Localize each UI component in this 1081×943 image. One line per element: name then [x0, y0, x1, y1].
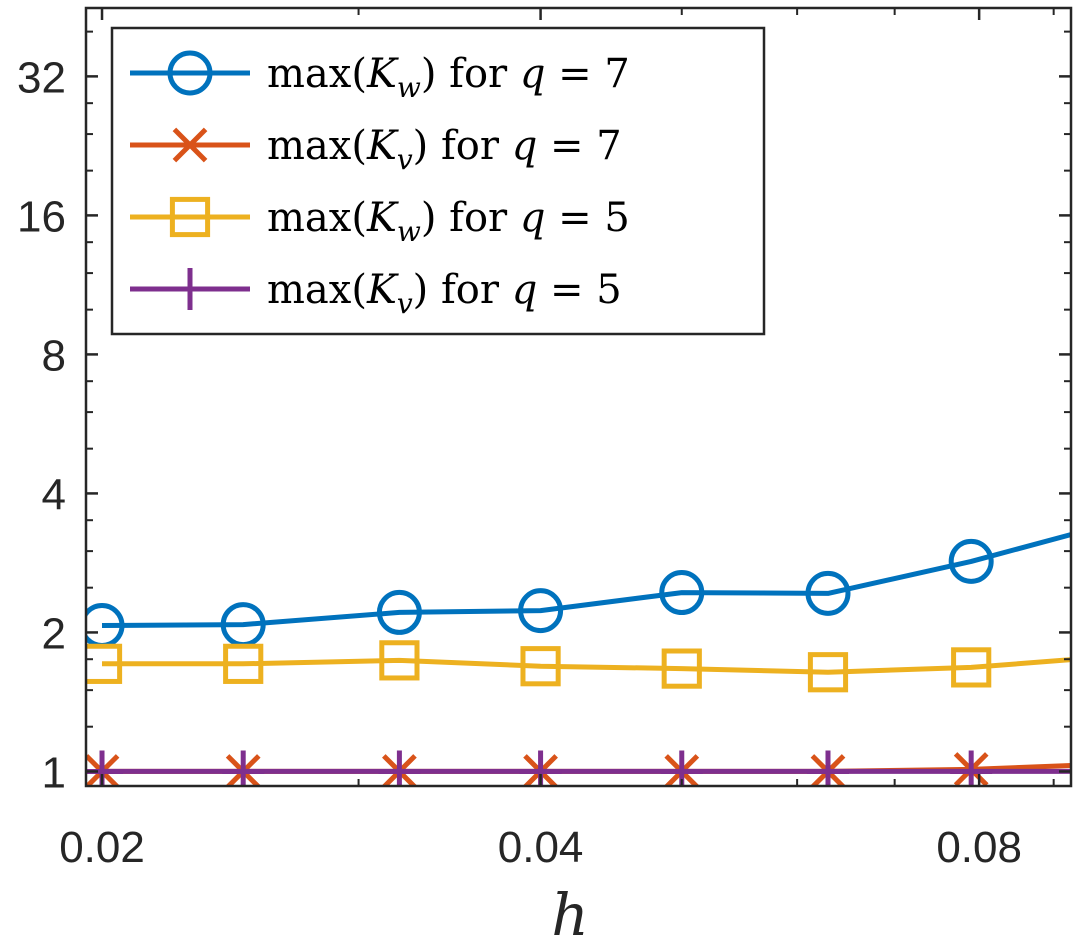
- x-tick-label: 0.08: [936, 823, 1022, 872]
- legend-entry: max(Kv) for q = 5: [130, 267, 622, 320]
- legend-label-part: ) for: [413, 123, 512, 169]
- legend-label-part: q: [512, 267, 538, 313]
- plot-area: [86, 531, 1071, 786]
- legend-label-part: K: [366, 123, 399, 169]
- legend-label-part: ) for: [421, 195, 520, 241]
- legend-label: max(Kv) for q = 7: [267, 123, 622, 176]
- data-point: [376, 589, 422, 635]
- y-tick-label: 1: [42, 748, 66, 797]
- y-tick-label: 2: [42, 609, 66, 658]
- legend-label-part: v: [397, 143, 413, 176]
- legend-label-part: = 7: [537, 123, 621, 169]
- legend-label-part: ) for: [413, 267, 512, 313]
- legend-label-part: K: [366, 267, 399, 313]
- data-point: [167, 50, 213, 96]
- data-point: [661, 648, 702, 689]
- data-point: [951, 647, 992, 688]
- legend-label-part: K: [366, 195, 399, 241]
- data-point: [169, 268, 211, 310]
- y-tick-label: 8: [42, 331, 66, 380]
- y-tick-label: 4: [42, 470, 66, 519]
- data-point: [659, 570, 705, 616]
- legend-box: [110, 26, 766, 336]
- data-point: [518, 588, 564, 634]
- y-tick-label: 32: [17, 53, 66, 102]
- legend-entry: max(Kw) for q = 7: [130, 50, 630, 104]
- data-point: [86, 643, 123, 684]
- legend-label-part: = 5: [545, 195, 629, 241]
- legend-label-part: q: [512, 123, 538, 169]
- legend-label-part: max(: [267, 267, 367, 313]
- data-point: [805, 570, 851, 616]
- y-tick-label: 16: [17, 192, 66, 241]
- axes: 1 2 4 8 16 32 0.02 0.04 0.08: [17, 6, 1073, 872]
- data-point: [379, 640, 420, 681]
- series-line: [102, 657, 1071, 675]
- x-axis-label: h: [551, 881, 588, 943]
- legend-label-part: v: [397, 287, 413, 320]
- legend-label-part: = 5: [537, 267, 621, 313]
- legend-label-part: w: [397, 71, 421, 104]
- legend-label-part: max(: [267, 123, 367, 169]
- data-point: [172, 127, 208, 163]
- legend-label-part: w: [397, 215, 421, 248]
- legend-label: max(Kw) for q = 5: [267, 195, 630, 248]
- data-point: [169, 196, 211, 238]
- data-point: [807, 652, 849, 693]
- data-point: [948, 538, 994, 584]
- data-point: [223, 643, 264, 684]
- legend-label-part: max(: [267, 51, 367, 97]
- legend-label-part: q: [520, 195, 546, 241]
- legend-label-part: = 7: [545, 51, 629, 97]
- legend-label-part: K: [366, 51, 399, 97]
- legend-label-part: ) for: [421, 51, 520, 97]
- legend-label: max(Kv) for q = 5: [267, 267, 622, 320]
- legend-entry: max(Kv) for q = 7: [130, 123, 622, 176]
- legend-label: max(Kw) for q = 7: [267, 51, 630, 104]
- series: [86, 752, 1071, 786]
- series-layer: [86, 531, 1071, 786]
- legend-label-part: max(: [267, 195, 367, 241]
- legend-entry: max(Kw) for q = 5: [130, 195, 630, 248]
- legend-label-part: q: [520, 51, 546, 97]
- axes-box: [84, 6, 1073, 788]
- series-line: [101, 531, 1071, 628]
- series: [86, 640, 1071, 693]
- x-tick-label: 0.04: [498, 823, 584, 872]
- data-point: [520, 646, 561, 687]
- x-tick-label: 0.02: [59, 823, 145, 872]
- series: [86, 531, 1071, 649]
